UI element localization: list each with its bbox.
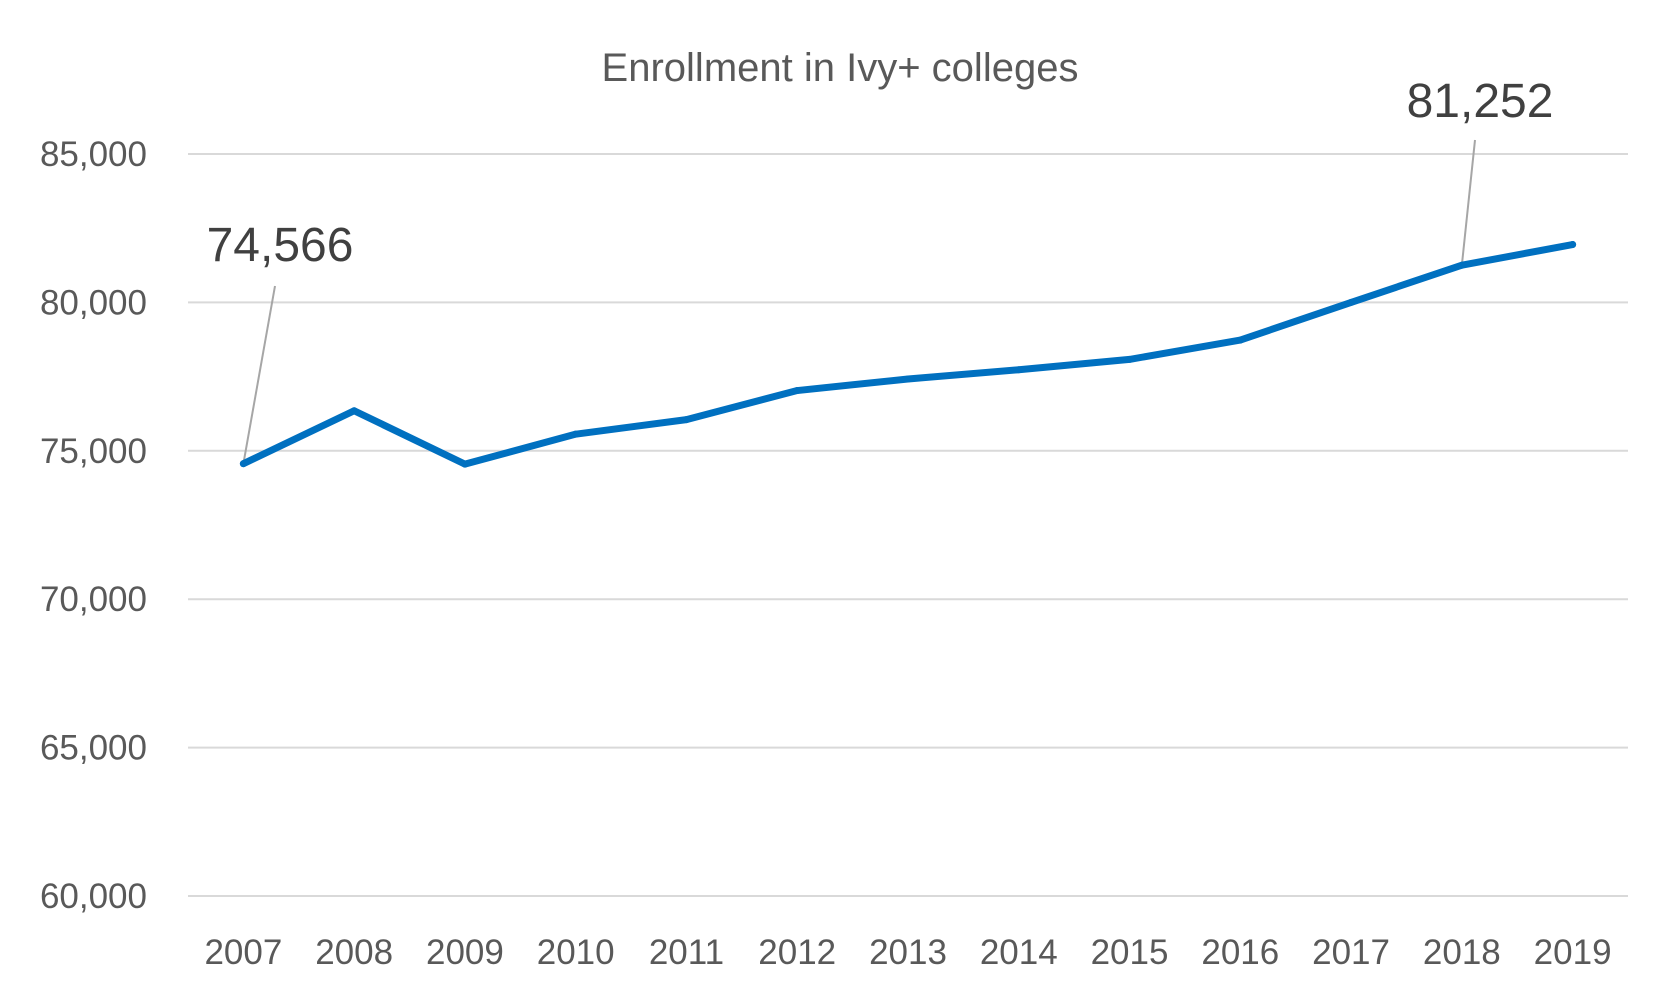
y-tick-label: 65,000 [40,729,147,768]
data-point [350,407,358,415]
series-line-0 [239,241,1577,468]
callout-label: 74,566 [207,219,354,272]
callout-leader [242,285,276,464]
data-point [682,416,690,424]
data-point [904,375,912,383]
data-point [572,430,580,438]
x-tick-label: 2018 [1423,933,1501,972]
data-point [1126,355,1134,363]
x-tick-label: 2017 [1312,933,1390,972]
x-tick-label: 2016 [1201,933,1279,972]
x-tick-label: 2014 [980,933,1058,972]
data-point [1015,366,1023,374]
data-point [1236,336,1244,344]
data-point [1347,298,1355,306]
y-axis-ticks: 60,000 65,000 70,000 75,000 80,000 85,000 [40,135,147,916]
data-point [793,387,801,395]
data-point [1458,261,1466,269]
callout-leaders [242,139,1476,464]
x-axis-ticks: 2007 2008 2009 2010 2011 2012 2013 2014 2015 2016… [204,933,1611,972]
x-tick-label: 2009 [426,933,504,972]
x-tick-label: 2015 [1091,933,1169,972]
x-tick-label: 2019 [1534,933,1612,972]
data-point [1569,241,1577,249]
data-point [461,460,469,468]
data-point [239,460,247,468]
x-tick-label: 2012 [758,933,836,972]
y-tick-label: 75,000 [40,432,147,471]
y-tick-label: 60,000 [40,877,147,916]
y-tick-label: 70,000 [40,580,147,619]
series-group [239,241,1577,468]
x-tick-label: 2013 [869,933,947,972]
x-tick-label: 2008 [315,933,393,972]
callout-labels: 74,566 81,252 [207,75,1554,272]
y-tick-label: 80,000 [40,283,147,322]
x-tick-label: 2010 [537,933,615,972]
y-tick-label: 85,000 [40,135,147,174]
chart-title: Enrollment in Ivy+ colleges [602,46,1079,90]
x-tick-label: 2011 [649,933,724,972]
callout-label: 81,252 [1407,75,1554,128]
gridlines [188,153,1628,897]
x-tick-label: 2007 [204,933,282,972]
callout-leader [1460,139,1476,266]
